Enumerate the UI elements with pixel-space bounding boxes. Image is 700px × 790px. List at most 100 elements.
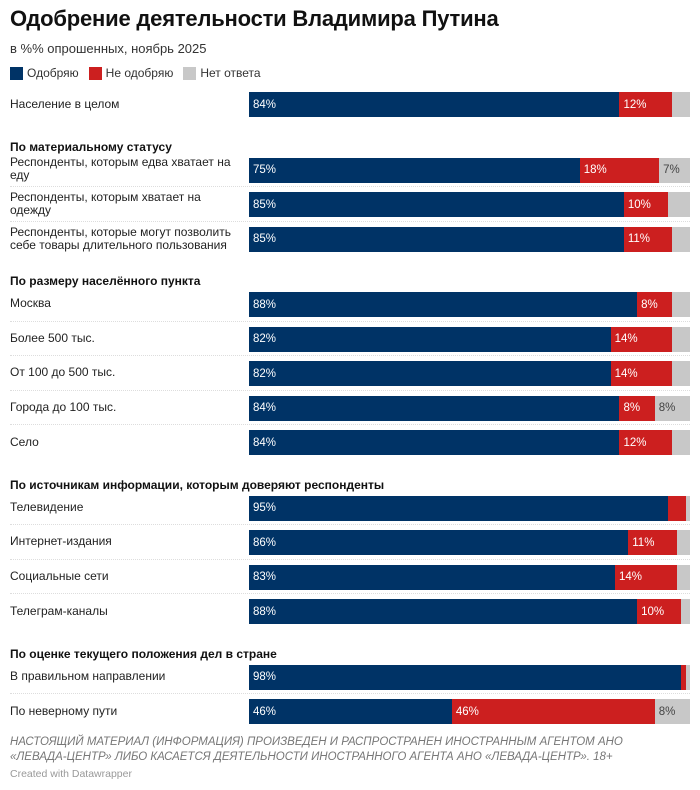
row-label: Москва [10, 296, 51, 311]
stacked-bar: 88% 8% [249, 292, 690, 317]
approve-segment: 88% [249, 292, 638, 317]
stacked-bar: 95% [249, 495, 690, 521]
row-label: Более 500 тыс. [10, 330, 95, 345]
approve-segment: 82% [249, 326, 611, 352]
foreign-agent-note: НАСТОЯЩИЙ МАТЕРИАЛ (ИНФОРМАЦИЯ) ПРОИЗВЕД… [10, 736, 623, 763]
row-label: Село [10, 434, 39, 449]
stacked-bar: 85% 11% [249, 226, 690, 252]
disapprove-segment [667, 495, 686, 521]
row-label: От 100 до 500 тыс. [10, 365, 116, 380]
disapprove-segment: 12% [619, 92, 673, 117]
section-header: По оценке текущего положения дел в стран… [10, 646, 277, 661]
legend-swatch [183, 66, 197, 80]
no-answer-segment: 7% [659, 157, 690, 183]
approve-segment: 95% [249, 495, 668, 521]
disapprove-segment: 18% [579, 157, 660, 183]
approve-segment: 83% [249, 564, 616, 590]
bar-row: Респонденты, которые могут позволить себ… [10, 222, 690, 257]
row-label: Респонденты, которым едва хватает на еду [10, 155, 231, 183]
no-answer-segment: 8% [654, 699, 690, 724]
row-label: В правильном направлении [10, 668, 166, 683]
no-answer-segment: 8% [654, 395, 690, 421]
stacked-bar: 86% 11% [249, 530, 690, 555]
disapprove-segment: 10% [623, 192, 668, 217]
approve-segment: 84% [249, 92, 620, 117]
approve-segment: 82% [249, 361, 611, 386]
row-label: Телеграм-каналы [10, 603, 108, 618]
approve-segment: 88% [249, 599, 638, 624]
no-answer-segment [672, 92, 690, 117]
disapprove-segment [681, 664, 686, 690]
bar-row: Село 84% 12% [10, 425, 690, 460]
bar-row: Телеграм-каналы 88% 10% [10, 594, 690, 629]
bar-row: По неверному пути 46% 46% 8% [10, 694, 690, 729]
disapprove-segment: 10% [637, 599, 682, 624]
legend-swatch [88, 66, 102, 80]
approve-segment: 84% [249, 395, 620, 421]
section-header: По материальному статусу [10, 139, 172, 154]
legend-label: Нет ответа [200, 66, 261, 80]
stacked-bar: 84% 12% [249, 430, 690, 455]
datawrapper-credit[interactable]: Created with Datawrapper [10, 768, 132, 780]
row-label: Респонденты, которым хватает на одежду [10, 189, 201, 217]
disapprove-segment: 46% [451, 699, 655, 724]
disapprove-segment: 14% [610, 326, 673, 352]
bar-row: Москва 88% 8% [10, 287, 690, 322]
approve-segment: 84% [249, 430, 620, 455]
no-answer-segment [672, 326, 690, 352]
legend-item: Нет ответа [183, 66, 261, 80]
legend: Одобряю Не одобряю Нет ответа [10, 66, 261, 80]
disapprove-segment: 12% [619, 430, 673, 455]
stacked-bar: 84% 12% [249, 92, 690, 117]
stacked-bar: 46% 46% 8% [249, 699, 690, 724]
row-label: По неверному пути [10, 703, 118, 718]
row-label: Телевидение [10, 499, 84, 514]
stacked-bar: 88% 10% [249, 599, 690, 624]
bar-row: Телевидение 95% [10, 491, 690, 525]
stacked-bar: 84% 8% 8% [249, 395, 690, 421]
approve-segment: 85% [249, 226, 624, 252]
legend-label: Одобряю [27, 66, 79, 80]
no-answer-segment [681, 599, 690, 624]
disapprove-segment: 8% [637, 292, 673, 317]
section-header: По источникам информации, которым доверя… [10, 477, 385, 492]
stacked-bar: 98% [249, 664, 690, 690]
stacked-bar: 82% 14% [249, 326, 690, 352]
bar-row: Респонденты, которым хватает на одежду 85… [10, 187, 690, 222]
row-label: Интернет-издания [10, 534, 112, 549]
bar-row: Респонденты, которым едва хватает на еду… [10, 153, 690, 187]
row-label: Города до 100 тыс. [10, 399, 117, 414]
no-answer-segment [672, 430, 690, 455]
approve-segment: 46% [249, 699, 452, 724]
stacked-bar: 82% 14% [249, 361, 690, 386]
legend-item: Не одобряю [88, 66, 174, 80]
bar-row: Более 500 тыс. 82% 14% [10, 322, 690, 356]
legend-label: Не одобряю [105, 66, 174, 80]
bar-row: Население в целом 84% 12% [10, 87, 690, 122]
bar-row: В правильном направлении 98% [10, 660, 690, 694]
bar-row: Интернет-издания 86% 11% [10, 525, 690, 560]
stacked-bar: 85% 10% [249, 192, 690, 217]
approve-segment: 85% [249, 192, 624, 217]
chart-title: Одобрение деятельности Владимира Путина [10, 6, 499, 31]
row-label: Социальные сети [10, 568, 109, 583]
disapprove-segment: 8% [619, 395, 655, 421]
approve-segment: 86% [249, 530, 629, 555]
approve-segment: 98% [249, 664, 682, 690]
bar-row: Города до 100 тыс. 84% 8% 8% [10, 391, 690, 425]
no-answer-segment [672, 292, 690, 317]
disapprove-segment: 14% [610, 361, 673, 386]
approve-segment: 75% [249, 157, 580, 183]
disapprove-segment: 11% [623, 226, 673, 252]
no-answer-segment [667, 192, 690, 217]
disapprove-segment: 11% [628, 530, 677, 555]
disapprove-segment: 14% [615, 564, 677, 590]
no-answer-segment [685, 664, 690, 690]
no-answer-segment [685, 495, 690, 521]
no-answer-segment [672, 361, 690, 386]
chart-subtitle: в %% опрошенных, ноябрь 2025 [10, 41, 207, 56]
stacked-bar: 83% 14% [249, 564, 690, 590]
bar-row: От 100 до 500 тыс. 82% 14% [10, 356, 690, 391]
stacked-bar: 75% 18% 7% [249, 157, 690, 183]
row-label: Респонденты, которые могут позволить себ… [10, 224, 231, 252]
